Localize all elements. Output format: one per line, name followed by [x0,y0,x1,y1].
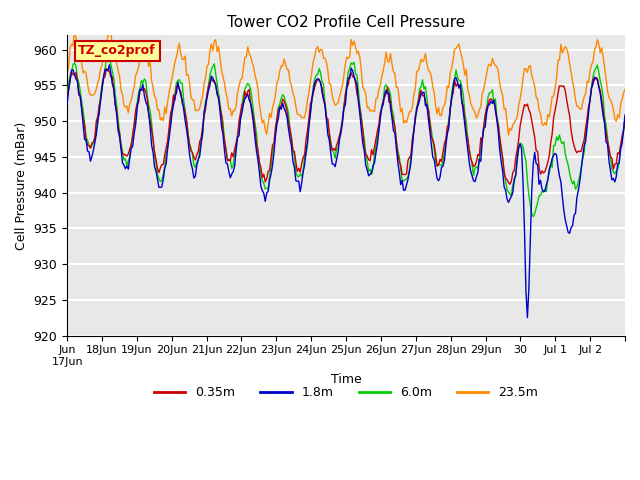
Y-axis label: Cell Pressure (mBar): Cell Pressure (mBar) [15,121,28,250]
Legend: 0.35m, 1.8m, 6.0m, 23.5m: 0.35m, 1.8m, 6.0m, 23.5m [149,382,543,405]
Title: Tower CO2 Profile Cell Pressure: Tower CO2 Profile Cell Pressure [227,15,465,30]
X-axis label: Time: Time [331,372,362,385]
Text: TZ_co2prof: TZ_co2prof [78,44,156,57]
